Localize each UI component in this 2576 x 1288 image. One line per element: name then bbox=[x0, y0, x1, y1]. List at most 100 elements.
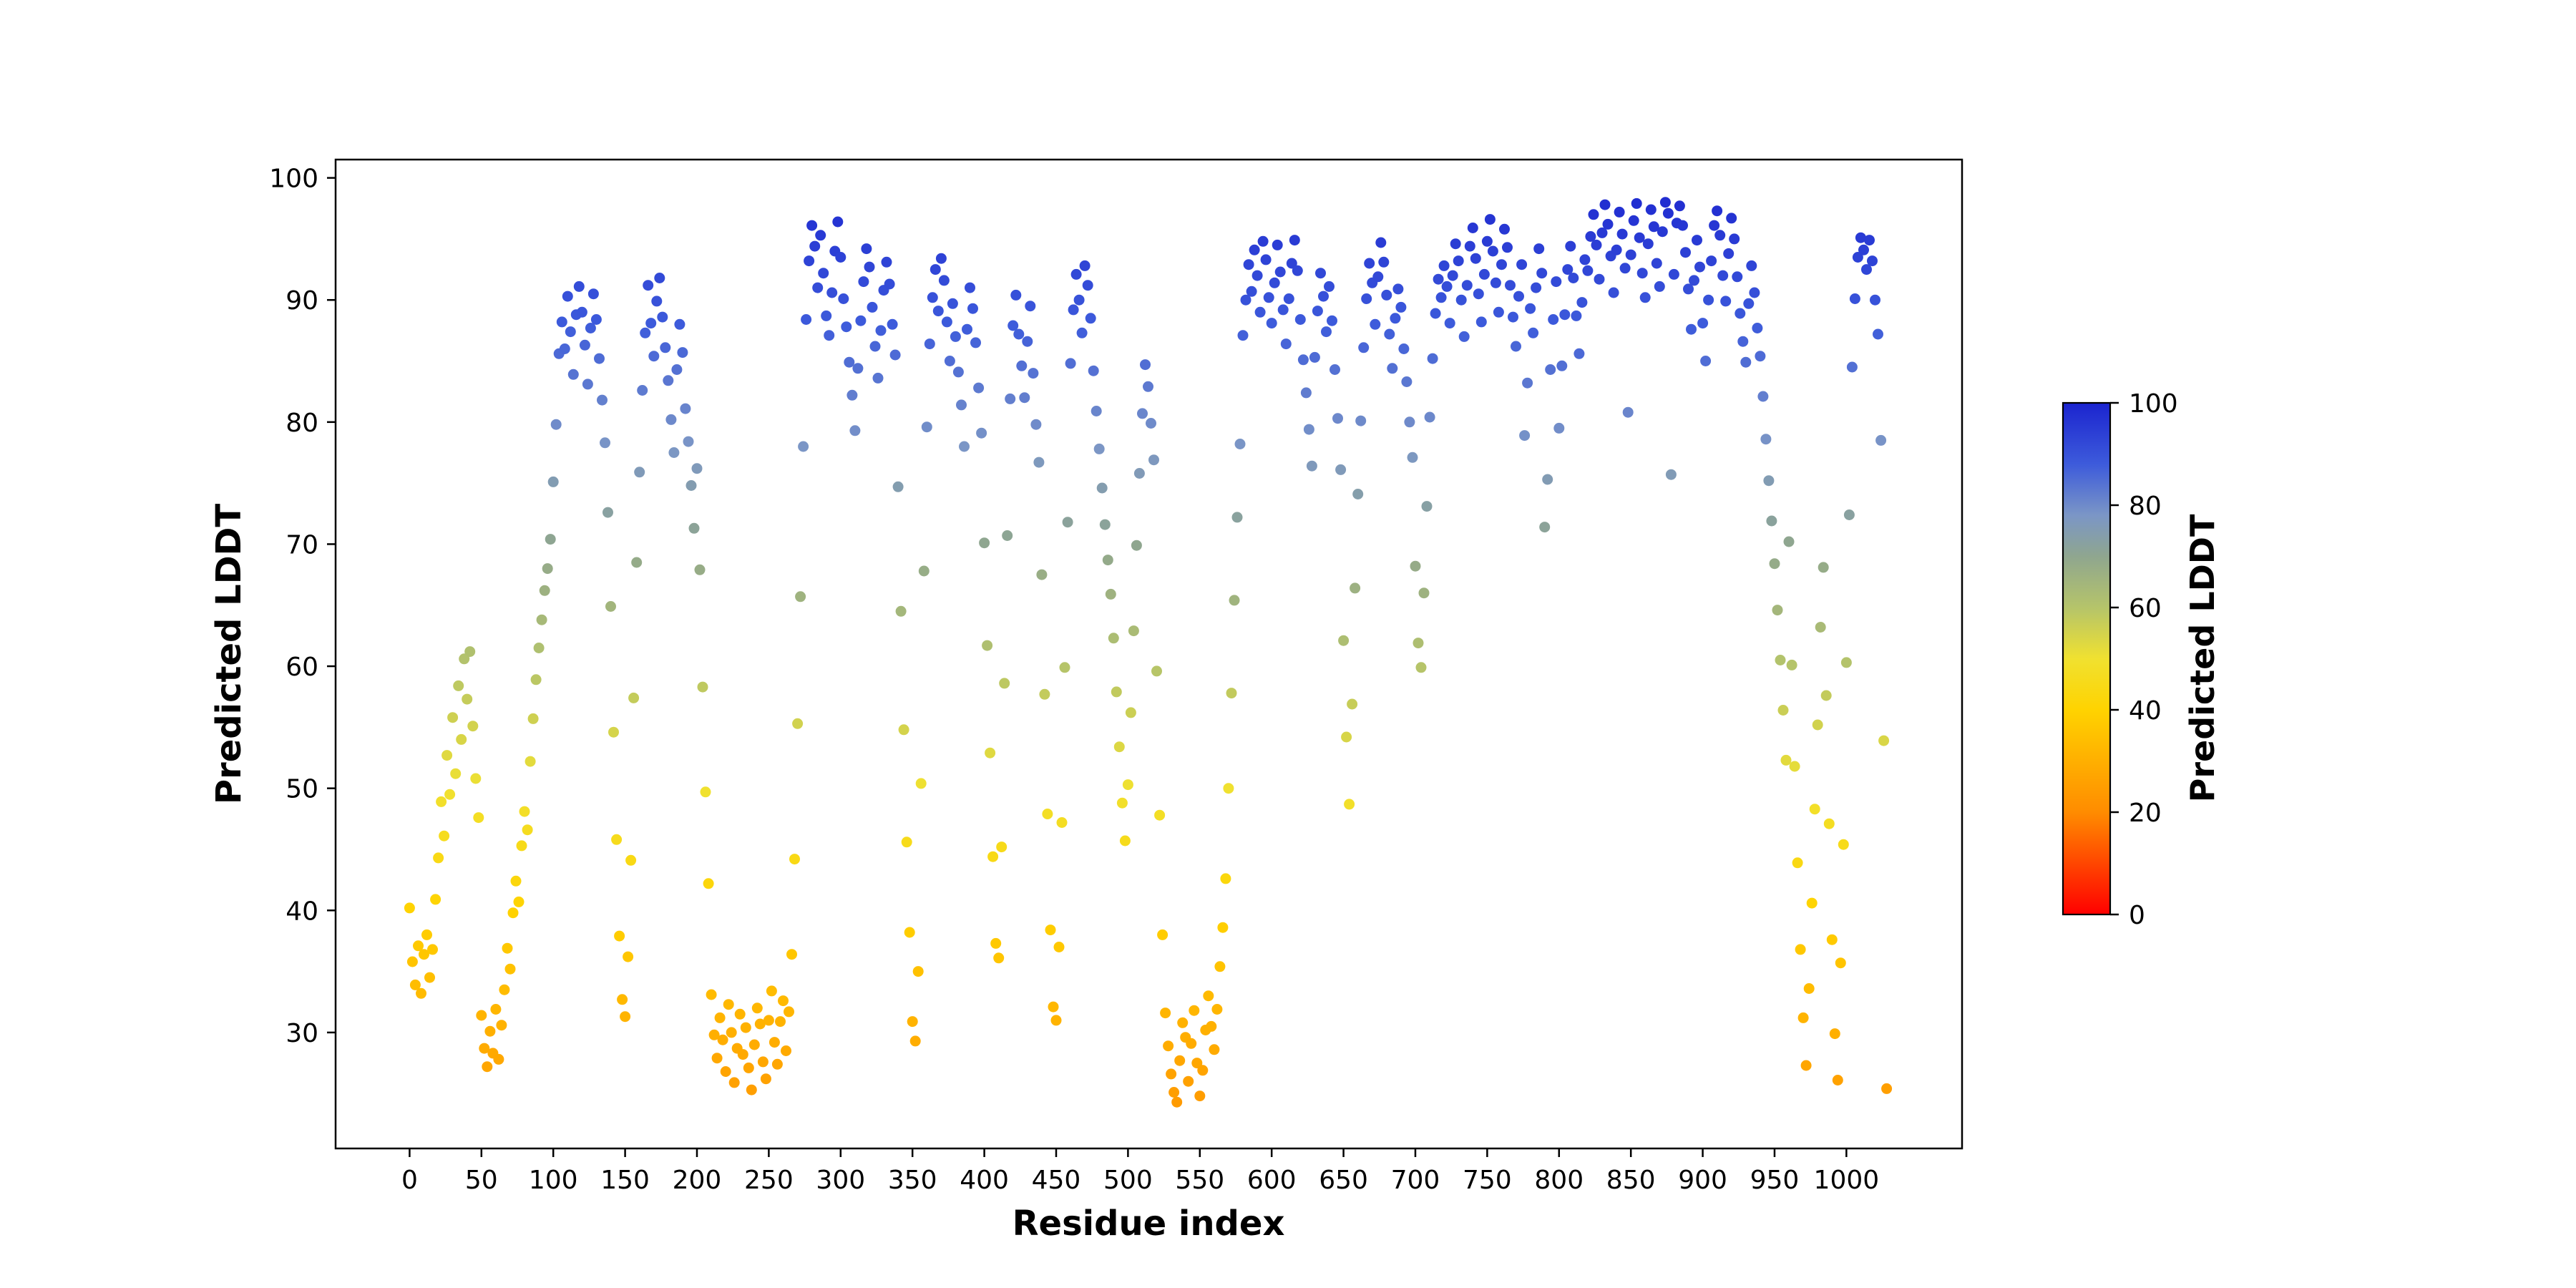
data-point bbox=[1330, 364, 1340, 375]
data-point bbox=[1815, 622, 1826, 633]
data-point bbox=[1050, 1015, 1062, 1026]
data-point bbox=[499, 984, 510, 995]
data-point bbox=[1525, 303, 1536, 314]
data-point bbox=[1427, 353, 1438, 364]
colorbar-tick-label: 0 bbox=[2129, 901, 2145, 930]
data-point bbox=[590, 314, 602, 325]
data-point bbox=[1539, 522, 1551, 533]
data-point bbox=[674, 318, 686, 330]
data-point bbox=[651, 296, 663, 307]
data-point bbox=[706, 989, 717, 1000]
data-point bbox=[482, 1061, 493, 1073]
data-point bbox=[1143, 381, 1153, 392]
data-point bbox=[1404, 416, 1415, 428]
data-point bbox=[1455, 294, 1467, 306]
data-point bbox=[556, 316, 567, 328]
data-point bbox=[1551, 276, 1562, 288]
data-point bbox=[1556, 360, 1568, 371]
data-point bbox=[1169, 1087, 1180, 1098]
data-point bbox=[1683, 283, 1694, 295]
x-tick-label: 600 bbox=[1247, 1166, 1297, 1195]
data-point bbox=[1068, 304, 1079, 316]
data-point bbox=[1223, 783, 1234, 794]
data-point bbox=[406, 956, 418, 967]
data-point bbox=[527, 713, 539, 724]
data-point bbox=[1625, 249, 1636, 260]
data-point bbox=[950, 331, 961, 342]
data-point bbox=[1591, 239, 1602, 250]
data-point bbox=[1424, 411, 1435, 423]
data-point bbox=[620, 1011, 631, 1023]
data-point bbox=[1657, 226, 1668, 238]
data-point bbox=[691, 463, 703, 474]
data-point bbox=[1257, 235, 1269, 247]
data-point bbox=[1789, 761, 1800, 772]
data-point bbox=[1579, 254, 1591, 265]
data-point bbox=[1487, 245, 1498, 257]
data-point bbox=[1519, 430, 1531, 441]
data-point bbox=[1211, 1004, 1223, 1015]
data-point bbox=[1375, 237, 1387, 248]
data-point bbox=[884, 278, 895, 290]
data-point bbox=[1116, 797, 1128, 809]
data-point bbox=[640, 327, 651, 338]
data-point bbox=[1513, 291, 1524, 302]
data-point bbox=[806, 220, 818, 231]
data-point bbox=[1065, 358, 1076, 369]
data-point bbox=[1642, 238, 1654, 250]
data-point bbox=[1614, 206, 1625, 218]
y-tick-label: 40 bbox=[286, 897, 318, 926]
data-point bbox=[1441, 280, 1453, 292]
data-point bbox=[1769, 558, 1780, 570]
data-point bbox=[703, 878, 714, 889]
data-point bbox=[1186, 1038, 1197, 1049]
data-point bbox=[1070, 268, 1082, 280]
data-point bbox=[1398, 343, 1410, 354]
data-point bbox=[784, 1006, 794, 1018]
data-point bbox=[789, 854, 800, 865]
data-point bbox=[502, 942, 513, 954]
data-point bbox=[1608, 287, 1619, 298]
data-point bbox=[1453, 255, 1464, 267]
data-point bbox=[912, 966, 924, 977]
data-point bbox=[1076, 327, 1088, 338]
data-point bbox=[1858, 244, 1869, 255]
data-point bbox=[479, 1043, 490, 1054]
data-point bbox=[1154, 809, 1166, 821]
data-point bbox=[1467, 223, 1478, 233]
data-point bbox=[1099, 519, 1111, 530]
data-point bbox=[1786, 659, 1797, 670]
data-point bbox=[1795, 944, 1806, 955]
data-point bbox=[1689, 275, 1699, 286]
data-point bbox=[1720, 296, 1732, 307]
data-point bbox=[763, 1015, 774, 1026]
data-point bbox=[1470, 253, 1481, 264]
data-point bbox=[1740, 356, 1752, 368]
data-point bbox=[1194, 1091, 1206, 1102]
colorbar-tick-label: 40 bbox=[2129, 696, 2162, 726]
data-point bbox=[1870, 294, 1880, 306]
data-point bbox=[1829, 1028, 1840, 1040]
data-point bbox=[444, 789, 456, 800]
data-point bbox=[1843, 509, 1855, 520]
data-point bbox=[1309, 351, 1320, 363]
data-point bbox=[1318, 291, 1329, 302]
data-point bbox=[1280, 338, 1292, 350]
x-tick-label: 350 bbox=[888, 1166, 937, 1195]
y-axis-label: Predicted LDDT bbox=[209, 503, 249, 805]
data-point bbox=[1249, 244, 1260, 255]
x-tick-label: 750 bbox=[1463, 1166, 1512, 1195]
x-tick-label: 50 bbox=[465, 1166, 498, 1195]
data-point bbox=[798, 441, 809, 452]
data-point bbox=[513, 896, 525, 907]
data-point bbox=[1303, 424, 1314, 435]
data-point bbox=[1240, 294, 1252, 306]
data-point bbox=[1846, 361, 1858, 373]
data-point bbox=[947, 298, 958, 309]
data-point bbox=[416, 987, 426, 999]
y-tick-label: 50 bbox=[286, 775, 318, 804]
data-point bbox=[1861, 264, 1872, 275]
data-point bbox=[504, 963, 516, 975]
data-point bbox=[1867, 255, 1878, 267]
data-point bbox=[628, 692, 640, 703]
